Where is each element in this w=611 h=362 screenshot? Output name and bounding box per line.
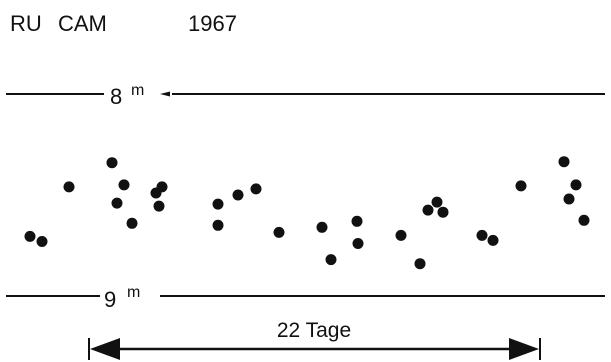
constellation-name: CAM	[58, 11, 107, 36]
ref-label-8: 8	[110, 84, 122, 109]
ref-label-9: 9	[104, 287, 116, 312]
arrow-left-icon	[160, 91, 170, 97]
data-point-28	[558, 156, 570, 168]
data-point-16	[316, 221, 328, 233]
data-point-11	[212, 198, 224, 210]
data-point-21	[414, 258, 426, 270]
data-point-22	[422, 204, 434, 216]
data-point-5	[111, 197, 123, 209]
arrowhead-right-icon	[509, 338, 539, 360]
data-points	[24, 156, 590, 270]
data-point-7	[126, 217, 138, 229]
data-point-14	[250, 183, 262, 195]
reference-line-8m: 8 m	[6, 82, 605, 109]
data-point-1	[24, 230, 36, 242]
data-point-12	[212, 219, 224, 231]
data-point-18	[351, 215, 363, 227]
data-point-24	[437, 206, 449, 218]
data-point-3	[63, 181, 75, 193]
data-point-29	[563, 193, 575, 205]
data-point-9	[153, 200, 165, 212]
observation-year: 1967	[188, 11, 237, 36]
time-scale-bar: 22 Tage	[88, 319, 541, 360]
data-point-26	[487, 234, 499, 246]
data-point-13	[232, 189, 244, 201]
data-point-6	[118, 179, 130, 191]
ref-unit-9: m	[127, 284, 140, 301]
data-point-23	[431, 196, 443, 208]
data-point-27	[515, 180, 527, 192]
data-point-10	[156, 181, 168, 193]
arrowhead-left-icon	[90, 338, 120, 360]
data-point-25	[476, 229, 488, 241]
data-point-31	[578, 214, 590, 226]
data-point-20	[395, 229, 407, 241]
data-point-19	[352, 238, 364, 249]
scale-bar-label: 22 Tage	[277, 319, 351, 342]
data-point-2	[36, 236, 48, 247]
reference-line-9m: 9 m	[6, 284, 605, 312]
star-name: RU	[10, 11, 42, 36]
ref-unit-8: m	[131, 82, 144, 99]
data-point-30	[570, 179, 582, 191]
data-point-4	[106, 157, 118, 169]
data-point-15	[273, 226, 285, 238]
data-point-17	[325, 254, 337, 266]
